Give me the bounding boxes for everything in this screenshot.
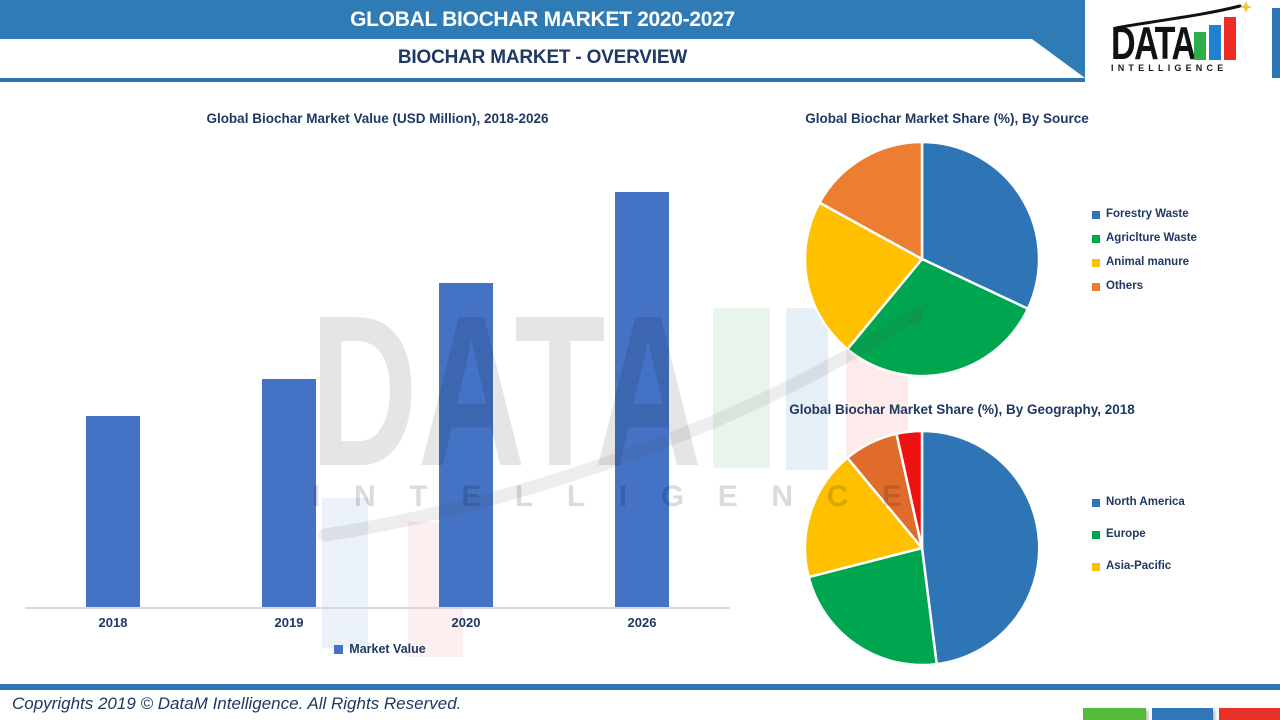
bar-2026 [615, 192, 669, 607]
bar-chart-title: Global Biochar Market Value (USD Million… [206, 111, 549, 126]
pie-slice-North America [920, 429, 1041, 666]
pie-chart-by-geography [803, 429, 1041, 667]
page-title: GLOBAL BIOCHAR MARKET 2020-2027 [350, 8, 735, 31]
bar-chart-legend: Market Value [300, 642, 460, 656]
legend-swatch [1092, 562, 1100, 571]
bar-2018 [86, 416, 140, 607]
logo-swoosh [1114, 4, 1242, 30]
logo-star-icon [1240, 1, 1252, 13]
logo-bar-red [1224, 17, 1236, 60]
copyright-text: Copyrights 2019 © DataM Intelligence. Al… [12, 694, 462, 713]
pie-slice-Agriclture Waste [846, 257, 1030, 378]
bar-2020 [439, 283, 493, 607]
legend-item-others: Others [1092, 279, 1197, 294]
legend-item-north-america: North America [1092, 495, 1185, 510]
bar-2019 [262, 379, 316, 607]
pie-slice-Asia-Pacific [803, 456, 924, 579]
logo-bar-green [1194, 32, 1206, 60]
legend-label: Forestry Waste [1106, 208, 1189, 220]
pie-slice-Europe [807, 546, 938, 667]
legend-swatch [1092, 210, 1100, 219]
x-axis-label-2019: 2019 [274, 615, 304, 630]
legend-label: Europe [1106, 528, 1146, 540]
pie-geo-legend: North America Europe Asia-Pacific [1092, 495, 1185, 591]
legend-label: Others [1106, 280, 1144, 292]
legend-label: Agriclture Waste [1106, 232, 1197, 244]
pie-source-title: Global Biochar Market Share (%), By Sour… [805, 111, 1089, 126]
legend-item-asia-pacific: Asia-Pacific [1092, 559, 1185, 574]
legend-item-animal-manure: Animal manure [1092, 255, 1197, 270]
logo-bar-blue [1209, 25, 1221, 60]
legend-label: Animal manure [1106, 256, 1190, 268]
pie-chart-by-source [803, 140, 1041, 378]
logo-subtext: INTELLIGENCE [1111, 63, 1228, 73]
footer-divider [0, 684, 1280, 690]
legend-swatch [1092, 498, 1100, 507]
pie-slice-Forestry Waste [920, 140, 1041, 311]
pie-slice-Animal manure [803, 201, 924, 351]
pie-slice-Others [818, 140, 924, 261]
market-value-legend-label: Market Value [349, 642, 426, 656]
page-subtitle: BIOCHAR MARKET - OVERVIEW [397, 47, 688, 68]
pie-slice-unlabeled-4 [895, 429, 924, 550]
legend-swatch [1092, 258, 1100, 267]
x-axis-label-2020: 2020 [451, 615, 481, 630]
footer-bar-green [1083, 708, 1146, 720]
legend-item-agriclture-waste: Agriclture Waste [1092, 231, 1197, 246]
pie-source-legend: Forestry Waste Agriclture Waste Animal man… [1092, 207, 1197, 303]
subtitle-band [0, 39, 1085, 78]
market-value-legend-swatch [334, 644, 344, 654]
right-edge-accent [1272, 8, 1280, 78]
footer-bar-red [1219, 708, 1280, 720]
legend-label: North America [1106, 496, 1185, 508]
pie-geo-title: Global Biochar Market Share (%), By Geog… [789, 402, 1135, 417]
bar-chart-x-axis [25, 607, 730, 609]
legend-label: Asia-Pacific [1106, 560, 1172, 572]
watermark-bar-blue [786, 308, 828, 470]
footer-bar-blue [1152, 708, 1213, 720]
legend-item-forestry-waste: Forestry Waste [1092, 207, 1197, 222]
watermark-bar-green [713, 308, 770, 468]
header-underline [0, 78, 1085, 82]
watermark-bar-blue-2 [322, 498, 368, 648]
x-axis-label-2018: 2018 [98, 615, 128, 630]
legend-item-europe: Europe [1092, 527, 1185, 542]
legend-swatch [1092, 530, 1100, 539]
legend-swatch [1092, 234, 1100, 243]
logo-swoosh-graphic [1114, 1, 1252, 30]
x-axis-label-2026: 2026 [627, 615, 657, 630]
header-bar [0, 0, 1085, 39]
legend-swatch [1092, 282, 1100, 291]
